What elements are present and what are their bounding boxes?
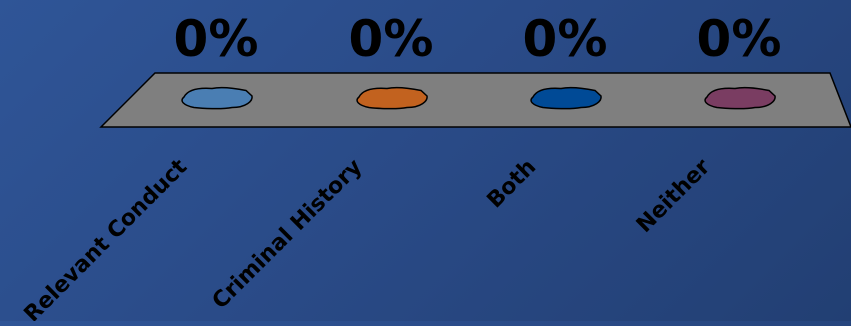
bar-base-neither — [704, 86, 776, 110]
value-label: 0% — [349, 10, 434, 68]
category-label: Both — [483, 155, 542, 214]
bar-base-both — [530, 86, 602, 110]
chart-floor — [99, 72, 851, 128]
bar-base-relevant-conduct — [181, 86, 253, 110]
category-label: Neither — [632, 154, 715, 237]
category-label: Criminal History — [208, 155, 368, 315]
category-label: Relevant Conduct — [20, 154, 193, 321]
value-label: 0% — [174, 10, 259, 68]
bar-base-criminal-history — [356, 86, 428, 110]
value-label: 0% — [697, 10, 782, 68]
value-label: 0% — [523, 10, 608, 68]
